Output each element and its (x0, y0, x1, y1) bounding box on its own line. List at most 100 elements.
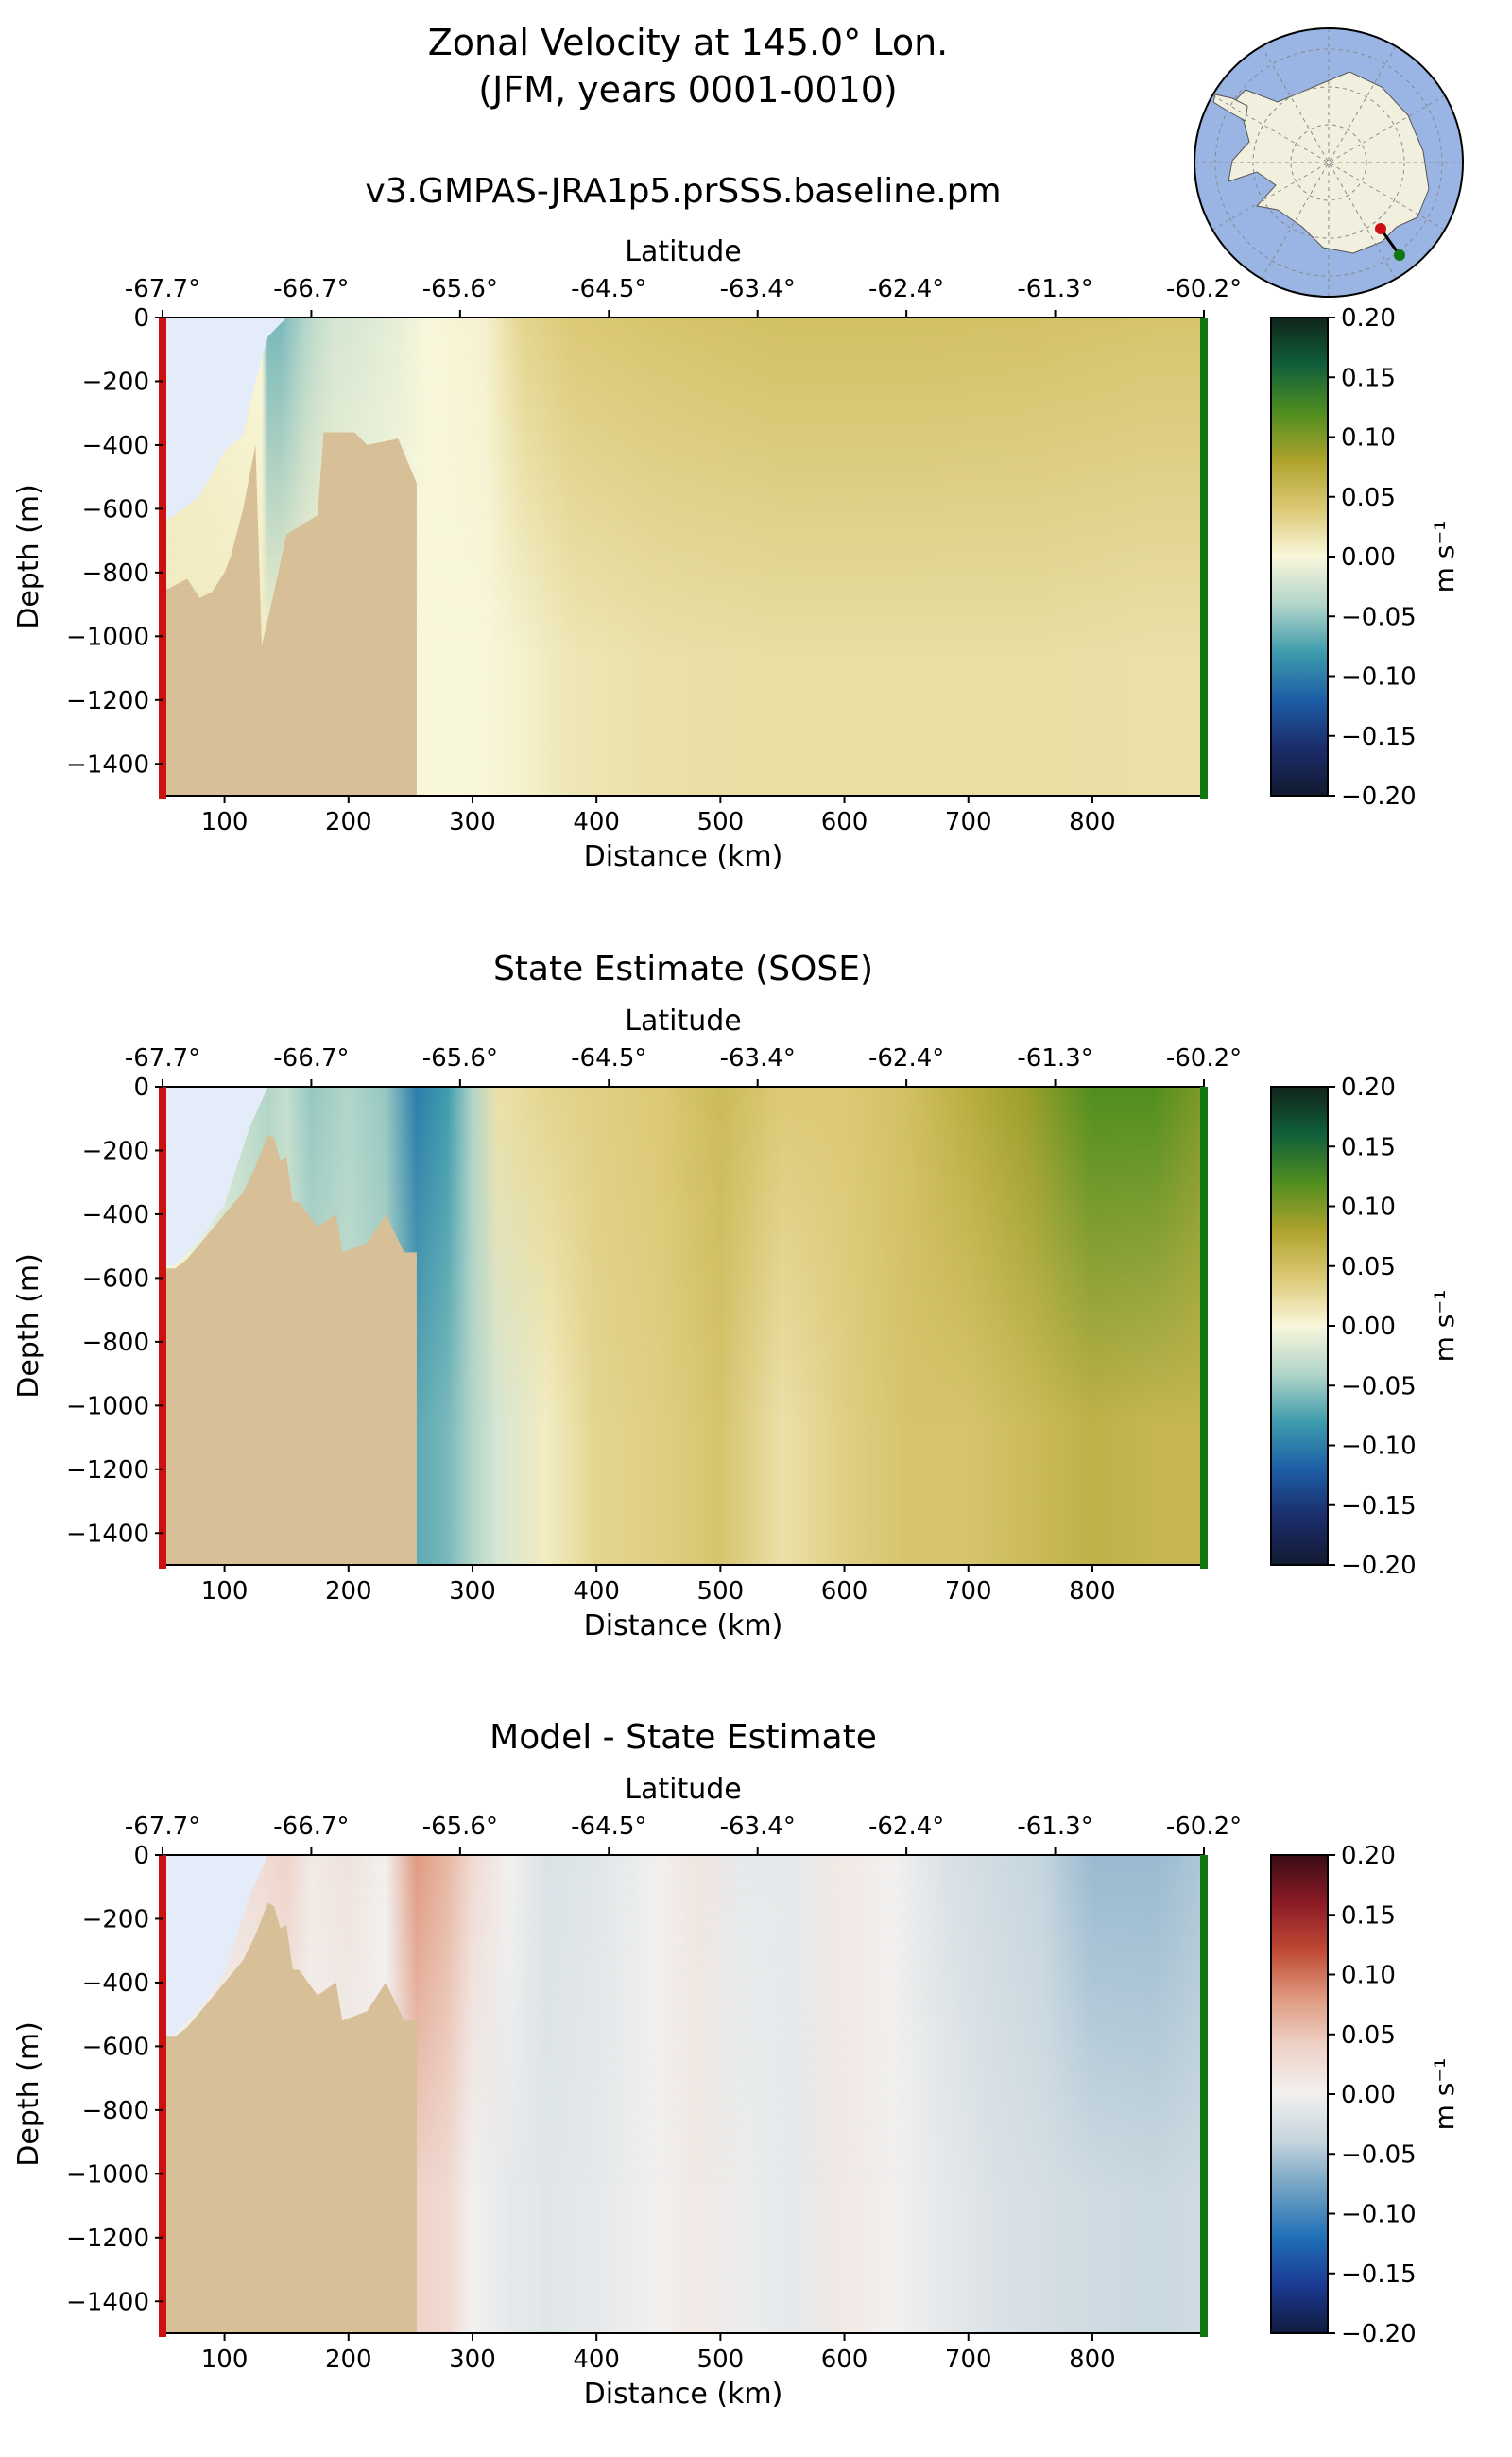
lat-tick-label: -67.7° (125, 275, 200, 303)
colorbar-tick-label: −0.15 (1341, 2260, 1417, 2289)
colorbar-tick-label: 0.10 (1341, 1962, 1396, 1990)
colorbar-tick-label: −0.10 (1341, 2201, 1417, 2229)
x-tick-label: 800 (1069, 2345, 1116, 2374)
y-tick-label: −1400 (66, 1520, 149, 1548)
y-tick-label: −800 (82, 559, 149, 588)
y-tick-label: −1400 (66, 2288, 149, 2316)
start-marker (159, 1855, 166, 2337)
colorbar-tick-label: −0.20 (1341, 1552, 1417, 1580)
map-latitude-circle (1214, 48, 1443, 277)
section-start-dot (1375, 223, 1386, 234)
x-tick-label: 600 (821, 2345, 868, 2374)
antarctica-landmass (1228, 71, 1430, 254)
y-tick-label: −400 (82, 1201, 149, 1229)
start-marker (159, 318, 166, 799)
inset-map (1194, 27, 1464, 298)
colorbar-tick-label: 0.00 (1341, 543, 1396, 572)
lat-tick-label: -67.7° (125, 1813, 200, 1841)
lat-tick-label: -66.7° (273, 275, 349, 303)
x-tick-label: 400 (573, 2345, 620, 2374)
colorbar-tick-label: 0.10 (1341, 424, 1396, 453)
lat-tick-label: -66.7° (273, 1813, 349, 1841)
y-tick-label: −600 (82, 2033, 149, 2061)
y-tick-label: −1000 (66, 623, 149, 651)
y-tick-label: −800 (82, 2097, 149, 2125)
colorbar-tick-label: −0.15 (1341, 723, 1417, 751)
y-tick-label: −200 (82, 368, 149, 396)
colorbar-tick-label: 0.15 (1341, 364, 1396, 392)
bathymetry (163, 432, 417, 796)
bathymetry (163, 1902, 417, 2333)
panel-difference: Model - State Estimate 100 200 300 400 500 600… (12, 1718, 1460, 2411)
colorbar-tick-label: 0.00 (1341, 1313, 1396, 1341)
x-tick-label: 800 (1069, 808, 1116, 836)
lat-tick-label: -60.2° (1166, 275, 1242, 303)
y-tick-label: −200 (82, 1137, 149, 1165)
figure-subtitle: (JFM, years 0001-0010) (478, 69, 897, 111)
x-tick-label: 500 (697, 1577, 745, 1606)
colorbar-tick-label: 0.05 (1341, 2021, 1396, 2050)
colorbar-tick-label: 0.05 (1341, 484, 1396, 512)
lat-tick-label: -62.4° (868, 1813, 944, 1841)
y-tick-label: −600 (82, 1264, 149, 1293)
map-latitude-circle (1252, 86, 1405, 239)
x-tick-label: 600 (821, 808, 868, 836)
colorbar-tick-label: 0.20 (1341, 1842, 1396, 1870)
x-tick-label: 500 (697, 2345, 745, 2374)
x-axis-label: Distance (km) (584, 2378, 783, 2411)
colorbar (1270, 1086, 1329, 1566)
x-tick-label: 300 (449, 2345, 496, 2374)
map-border (1194, 27, 1464, 298)
colorbar-tick-label: 0.15 (1341, 1901, 1396, 1930)
x-axis-label: Distance (km) (584, 1609, 783, 1642)
y-tick-label: −1000 (66, 1392, 149, 1420)
y-tick-label: 0 (133, 304, 149, 333)
colorbar-label: m s⁻¹ (1429, 1290, 1460, 1363)
y-tick-label: −400 (82, 432, 149, 460)
lat-tick-label: -65.6° (422, 275, 498, 303)
y-tick-label: −1000 (66, 2160, 149, 2189)
x-tick-label: 700 (945, 1577, 992, 1606)
lat-tick-label: -64.5° (571, 275, 646, 303)
lat-tick-label: -64.5° (571, 1044, 646, 1073)
y-tick-label: −1200 (66, 1456, 149, 1485)
lat-tick-label: -61.3° (1017, 1813, 1092, 1841)
x-tick-label: 100 (201, 2345, 249, 2374)
colorbar-tick-label: −0.20 (1341, 2320, 1417, 2348)
lat-tick-label: -65.6° (422, 1044, 498, 1073)
x-tick-label: 200 (325, 1577, 372, 1606)
lat-tick-label: -64.5° (571, 1813, 646, 1841)
colorbar-tick-label: 0.00 (1341, 2081, 1396, 2109)
empty-water-region (163, 1855, 268, 2037)
y-tick-label: −600 (82, 495, 149, 524)
colorbar (1270, 1854, 1329, 2334)
colorbar-tick-label: −0.15 (1341, 1492, 1417, 1521)
lat-tick-label: -60.2° (1166, 1044, 1242, 1073)
lat-tick-label: -63.4° (720, 275, 796, 303)
end-marker (1200, 1087, 1208, 1569)
lat-tick-label: -63.4° (720, 1813, 796, 1841)
panel-title: State Estimate (SOSE) (493, 950, 873, 988)
lat-tick-label: -60.2° (1166, 1813, 1242, 1841)
colorbar-tick-label: 0.10 (1341, 1194, 1396, 1222)
x-tick-label: 200 (325, 808, 372, 836)
colorbar-label: m s⁻¹ (1429, 521, 1460, 593)
x-tick-label: 400 (573, 1577, 620, 1606)
latitude-axis-label: Latitude (625, 1005, 741, 1038)
y-axis-label: Depth (m) (12, 484, 45, 629)
lat-tick-label: -65.6° (422, 1813, 498, 1841)
colorbar-tick-label: −0.10 (1341, 1433, 1417, 1461)
empty-water-region (163, 318, 287, 522)
start-marker (159, 1087, 166, 1569)
y-tick-label: 0 (133, 1074, 149, 1102)
lat-tick-label: -63.4° (720, 1044, 796, 1073)
end-marker (1200, 1855, 1208, 2337)
bathymetry (163, 1134, 417, 1565)
section-end-dot (1394, 249, 1405, 261)
y-tick-label: 0 (133, 1842, 149, 1870)
x-tick-label: 500 (697, 808, 745, 836)
lat-tick-label: -61.3° (1017, 1044, 1092, 1073)
panel-model: v3.GMPAS-JRA1p5.prSSS.baseline.pm 100 200 3… (12, 172, 1460, 873)
lat-tick-label: -61.3° (1017, 275, 1092, 303)
